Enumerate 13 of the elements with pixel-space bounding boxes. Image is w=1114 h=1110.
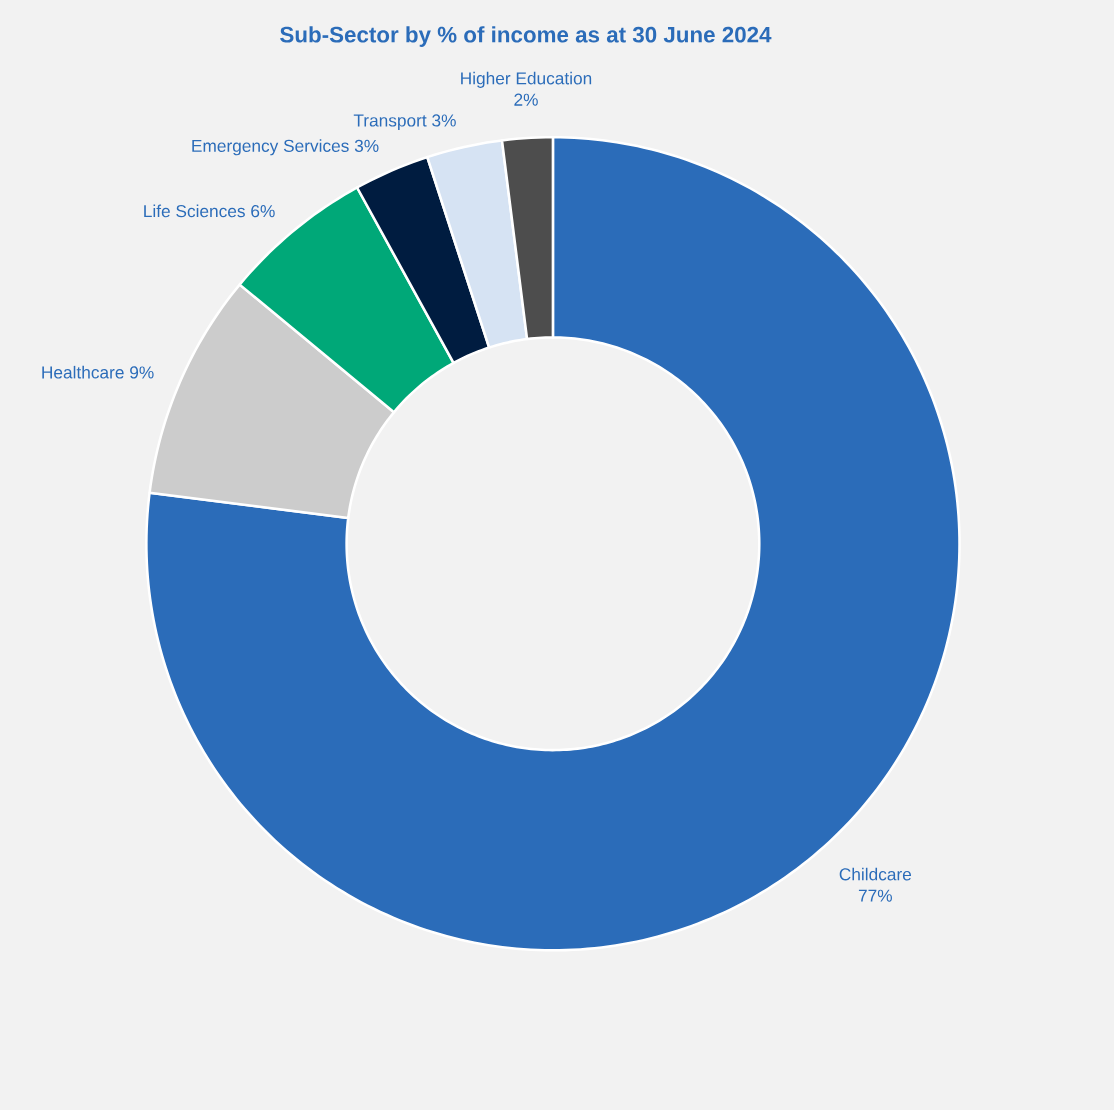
- data-label: 3%: [354, 139, 379, 152]
- slice-label: Transport: [353, 114, 427, 131]
- slice-label: Life Sciences: [144, 204, 245, 218]
- data-label: 3%: [432, 114, 456, 127]
- slice-label: Higher Education: [461, 71, 592, 88]
- data-label: 2%: [514, 93, 538, 106]
- slice-label: Childcare: [839, 867, 912, 881]
- data-label: 6%: [251, 205, 275, 218]
- data-label: 77%: [858, 889, 892, 902]
- slice-label: Healthcare: [42, 365, 124, 379]
- chart-title: Sub-Sector by % of income as at 30 June 2024: [280, 26, 772, 48]
- slice-label: Emergency Services: [192, 139, 349, 156]
- data-label: 9%: [130, 366, 154, 379]
